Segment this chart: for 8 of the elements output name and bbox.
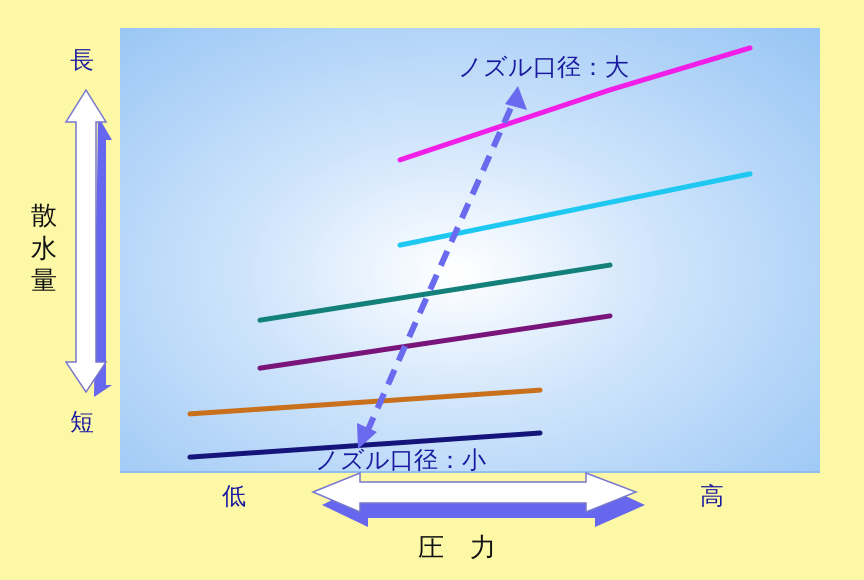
text: 低 <box>222 482 246 510</box>
annotation: ノズル口径：小 <box>315 446 486 474</box>
x-axis-title: 圧 力 <box>418 532 496 565</box>
y-axis-title: 散水量 <box>30 200 58 298</box>
text: 高 <box>700 482 724 510</box>
text: 長 <box>70 46 94 74</box>
text: 短 <box>70 408 94 436</box>
annotation: ノズル口径：大 <box>458 53 629 81</box>
